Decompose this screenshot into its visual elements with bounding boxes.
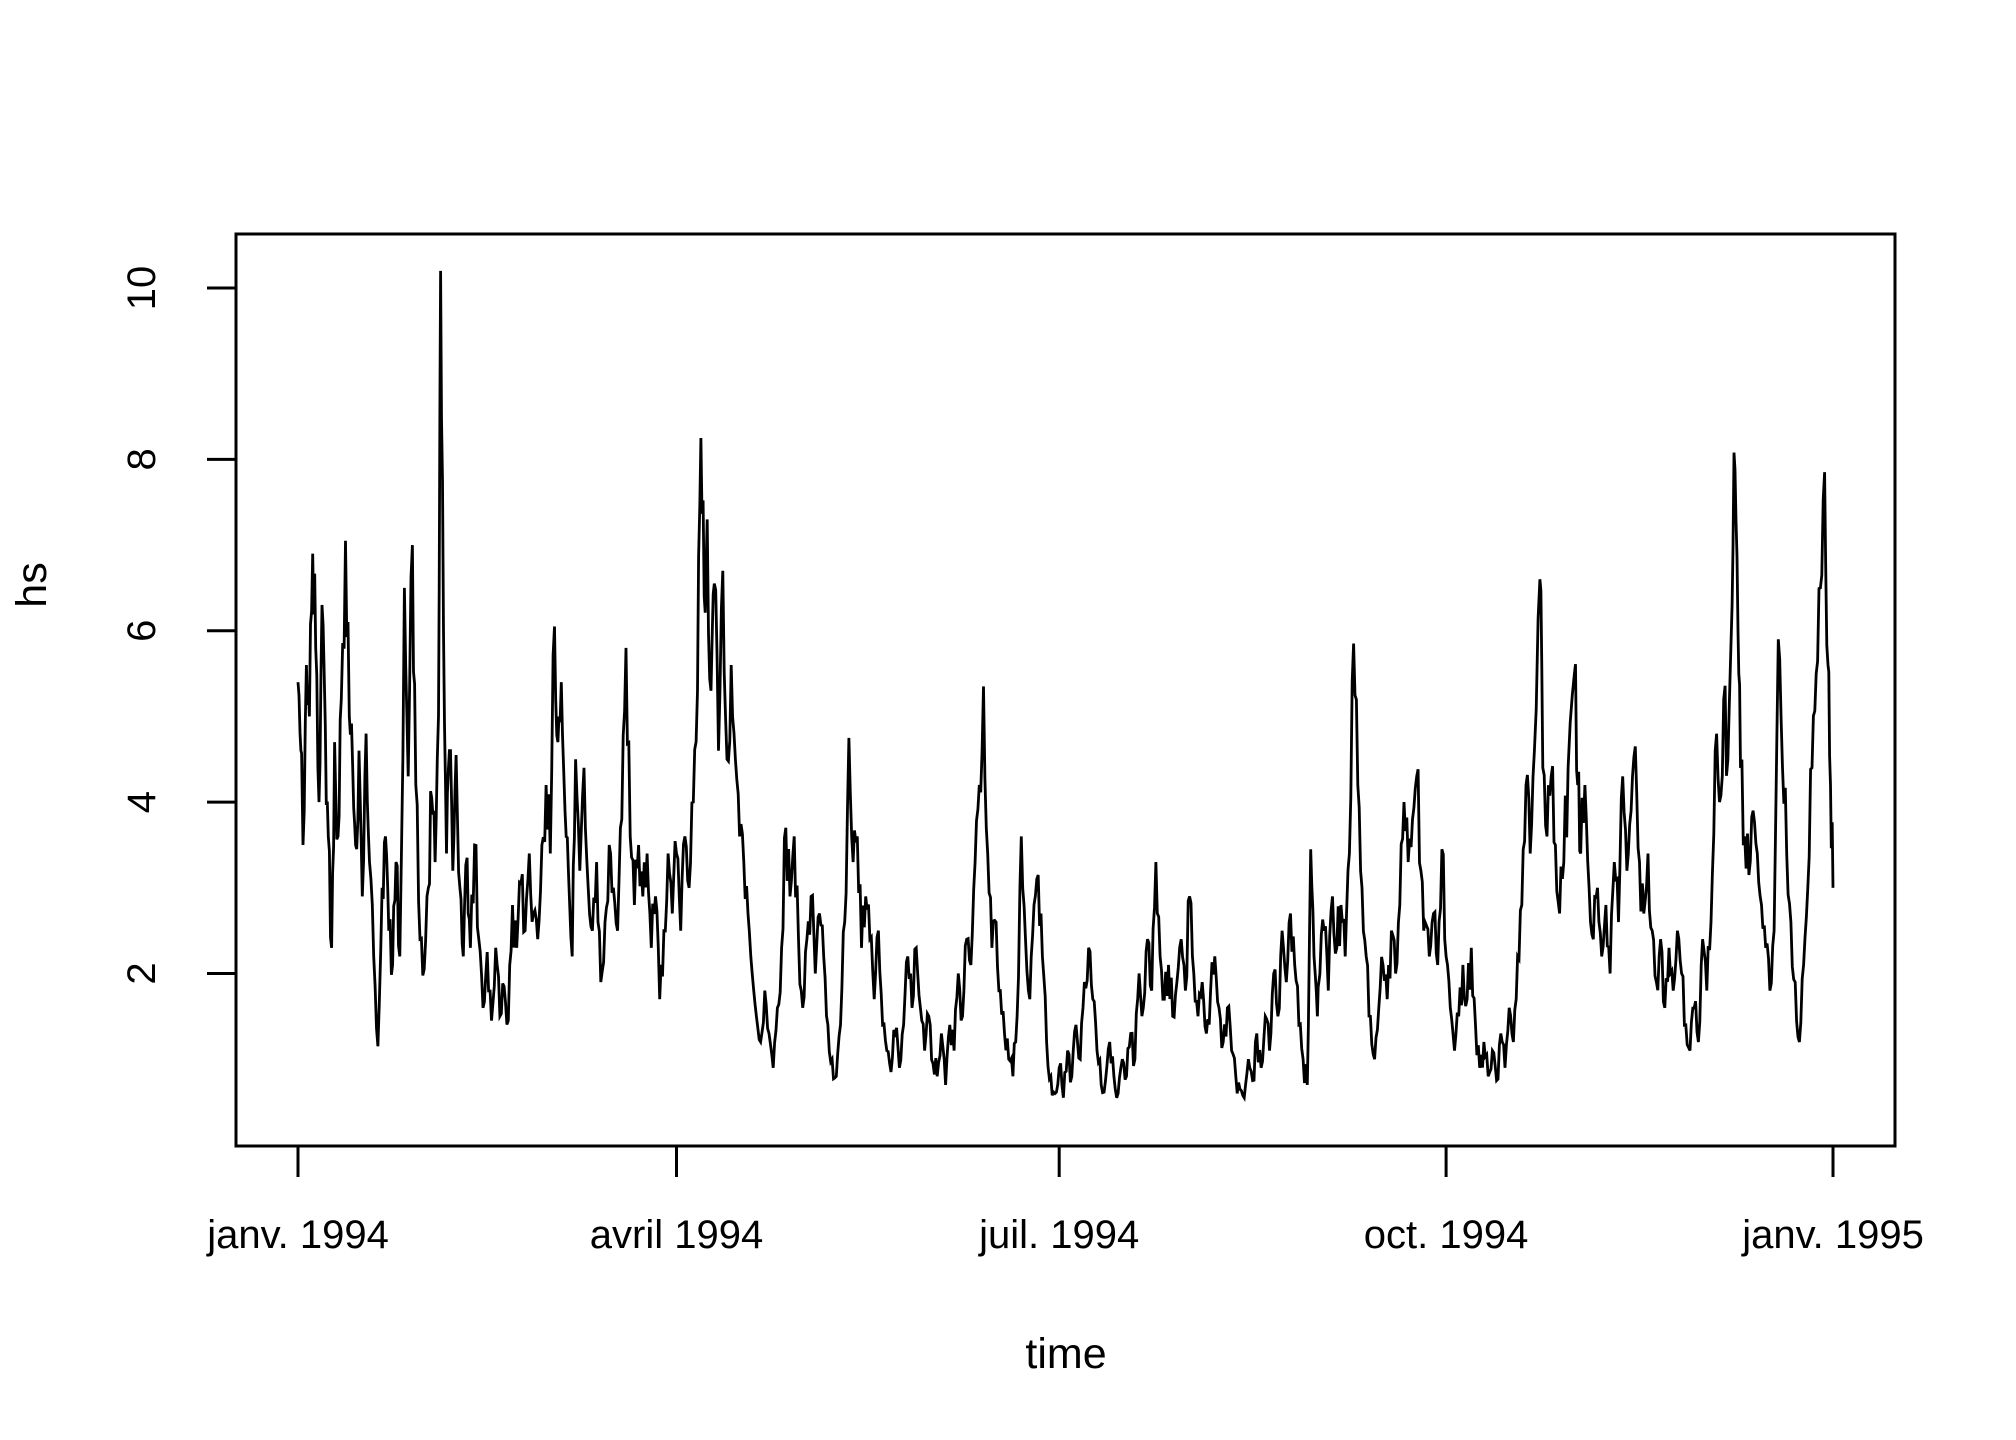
x-tick-label-0: janv. 1994 xyxy=(206,1213,389,1257)
x-tick-label-3: oct. 1994 xyxy=(1364,1213,1529,1257)
x-tick-label-2: juil. 1994 xyxy=(978,1213,1139,1257)
x-tick-label-1: avril 1994 xyxy=(590,1213,763,1257)
y-tick-label-3: 8 xyxy=(120,448,164,470)
y-tick-label-4: 10 xyxy=(120,266,164,311)
plot-box xyxy=(234,232,1897,1148)
x-axis-title: time xyxy=(1025,1330,1106,1378)
y-tick-label-2: 6 xyxy=(120,620,164,642)
y-axis: 2 4 6 8 10 xyxy=(120,266,236,985)
x-tick-label-4: janv. 1995 xyxy=(1741,1213,1924,1257)
hs-series-line xyxy=(296,270,1835,1102)
y-tick-label-1: 4 xyxy=(120,791,164,813)
x-axis: janv. 1994 avril 1994 juil. 1994 oct. 1994 j… xyxy=(206,1146,1924,1257)
y-axis-title: hs xyxy=(8,562,56,607)
y-tick-label-0: 2 xyxy=(120,962,164,984)
